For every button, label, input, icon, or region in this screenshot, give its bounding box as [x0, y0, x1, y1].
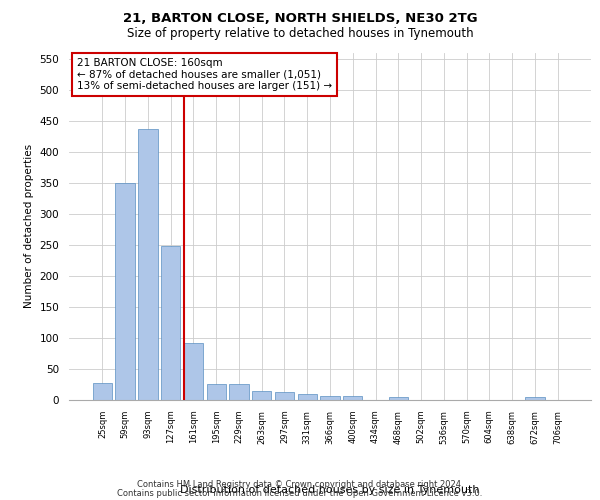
Text: Size of property relative to detached houses in Tynemouth: Size of property relative to detached ho…	[127, 28, 473, 40]
Y-axis label: Number of detached properties: Number of detached properties	[24, 144, 34, 308]
Bar	[184, 343, 203, 400]
Bar	[206, 384, 226, 400]
Bar	[525, 397, 545, 400]
Bar	[252, 392, 271, 400]
Bar	[229, 384, 248, 400]
Bar	[138, 129, 158, 400]
Bar	[320, 396, 340, 400]
X-axis label: Distribution of detached houses by size in Tynemouth: Distribution of detached houses by size …	[180, 486, 480, 496]
Bar	[275, 392, 294, 400]
Bar	[389, 397, 408, 400]
Bar	[343, 396, 362, 400]
Bar	[298, 394, 317, 400]
Text: 21, BARTON CLOSE, NORTH SHIELDS, NE30 2TG: 21, BARTON CLOSE, NORTH SHIELDS, NE30 2T…	[122, 12, 478, 26]
Bar	[161, 246, 181, 400]
Text: 21 BARTON CLOSE: 160sqm
← 87% of detached houses are smaller (1,051)
13% of semi: 21 BARTON CLOSE: 160sqm ← 87% of detache…	[77, 58, 332, 91]
Bar	[93, 383, 112, 400]
Text: Contains HM Land Registry data © Crown copyright and database right 2024.: Contains HM Land Registry data © Crown c…	[137, 480, 463, 489]
Bar	[115, 183, 135, 400]
Text: Contains public sector information licensed under the Open Government Licence v3: Contains public sector information licen…	[118, 489, 482, 498]
